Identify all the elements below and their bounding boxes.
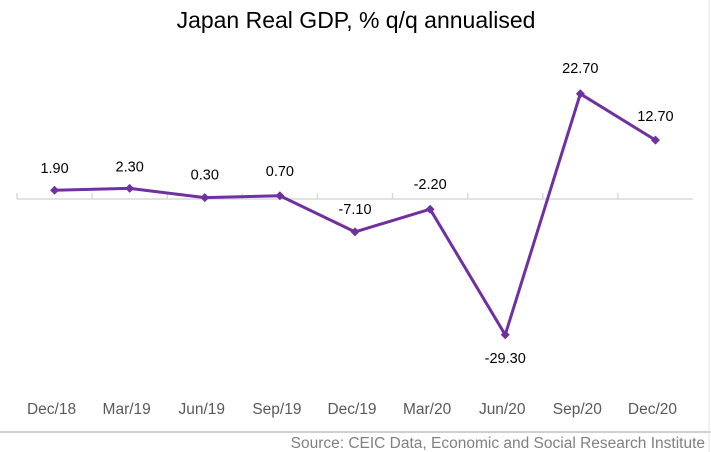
- x-tick-label: Sep/20: [553, 401, 603, 418]
- data-point-marker: [50, 185, 60, 195]
- x-tick-label: Jun/19: [179, 401, 226, 418]
- x-tick-label: Jun/20: [479, 401, 526, 418]
- data-label: -2.20: [414, 177, 447, 193]
- data-label: 1.90: [40, 161, 68, 177]
- data-label: 2.30: [116, 159, 144, 175]
- data-point-marker: [500, 330, 510, 340]
- x-tick-label: Dec/19: [327, 401, 376, 418]
- data-label: 0.70: [266, 164, 294, 180]
- data-point-marker: [200, 193, 210, 203]
- data-point-marker: [275, 191, 285, 201]
- data-point-marker: [350, 227, 360, 237]
- data-point-marker: [575, 89, 585, 99]
- data-point-marker: [650, 135, 660, 145]
- data-point-marker: [425, 204, 435, 214]
- source-note: Source: CEIC Data, Economic and Social R…: [291, 435, 705, 452]
- x-axis: [16, 193, 693, 200]
- data-label-group: 1.90 2.30 0.30 0.70 -7.10 -2.20 -29.30 22.70 12.…: [40, 61, 673, 367]
- x-tick-label: Sep/19: [252, 401, 301, 418]
- x-tick-label: Dec/20: [628, 401, 677, 418]
- marker-group: [50, 89, 660, 340]
- data-label: -29.30: [485, 351, 526, 367]
- chart-title: Japan Real GDP, % q/q annualised: [177, 7, 536, 33]
- x-tick-label: Mar/20: [403, 401, 452, 418]
- data-label: 12.70: [637, 109, 673, 125]
- x-tick-label-group: Dec/18 Mar/19 Jun/19 Sep/19 Dec/19 Mar/20 Jun/…: [27, 401, 677, 418]
- data-label: 22.70: [562, 61, 598, 77]
- data-label: 0.30: [191, 168, 219, 184]
- data-point-marker: [125, 183, 135, 193]
- data-label: -7.10: [338, 202, 371, 218]
- x-tick-label: Mar/19: [103, 401, 151, 418]
- x-tick-label: Dec/18: [27, 401, 76, 418]
